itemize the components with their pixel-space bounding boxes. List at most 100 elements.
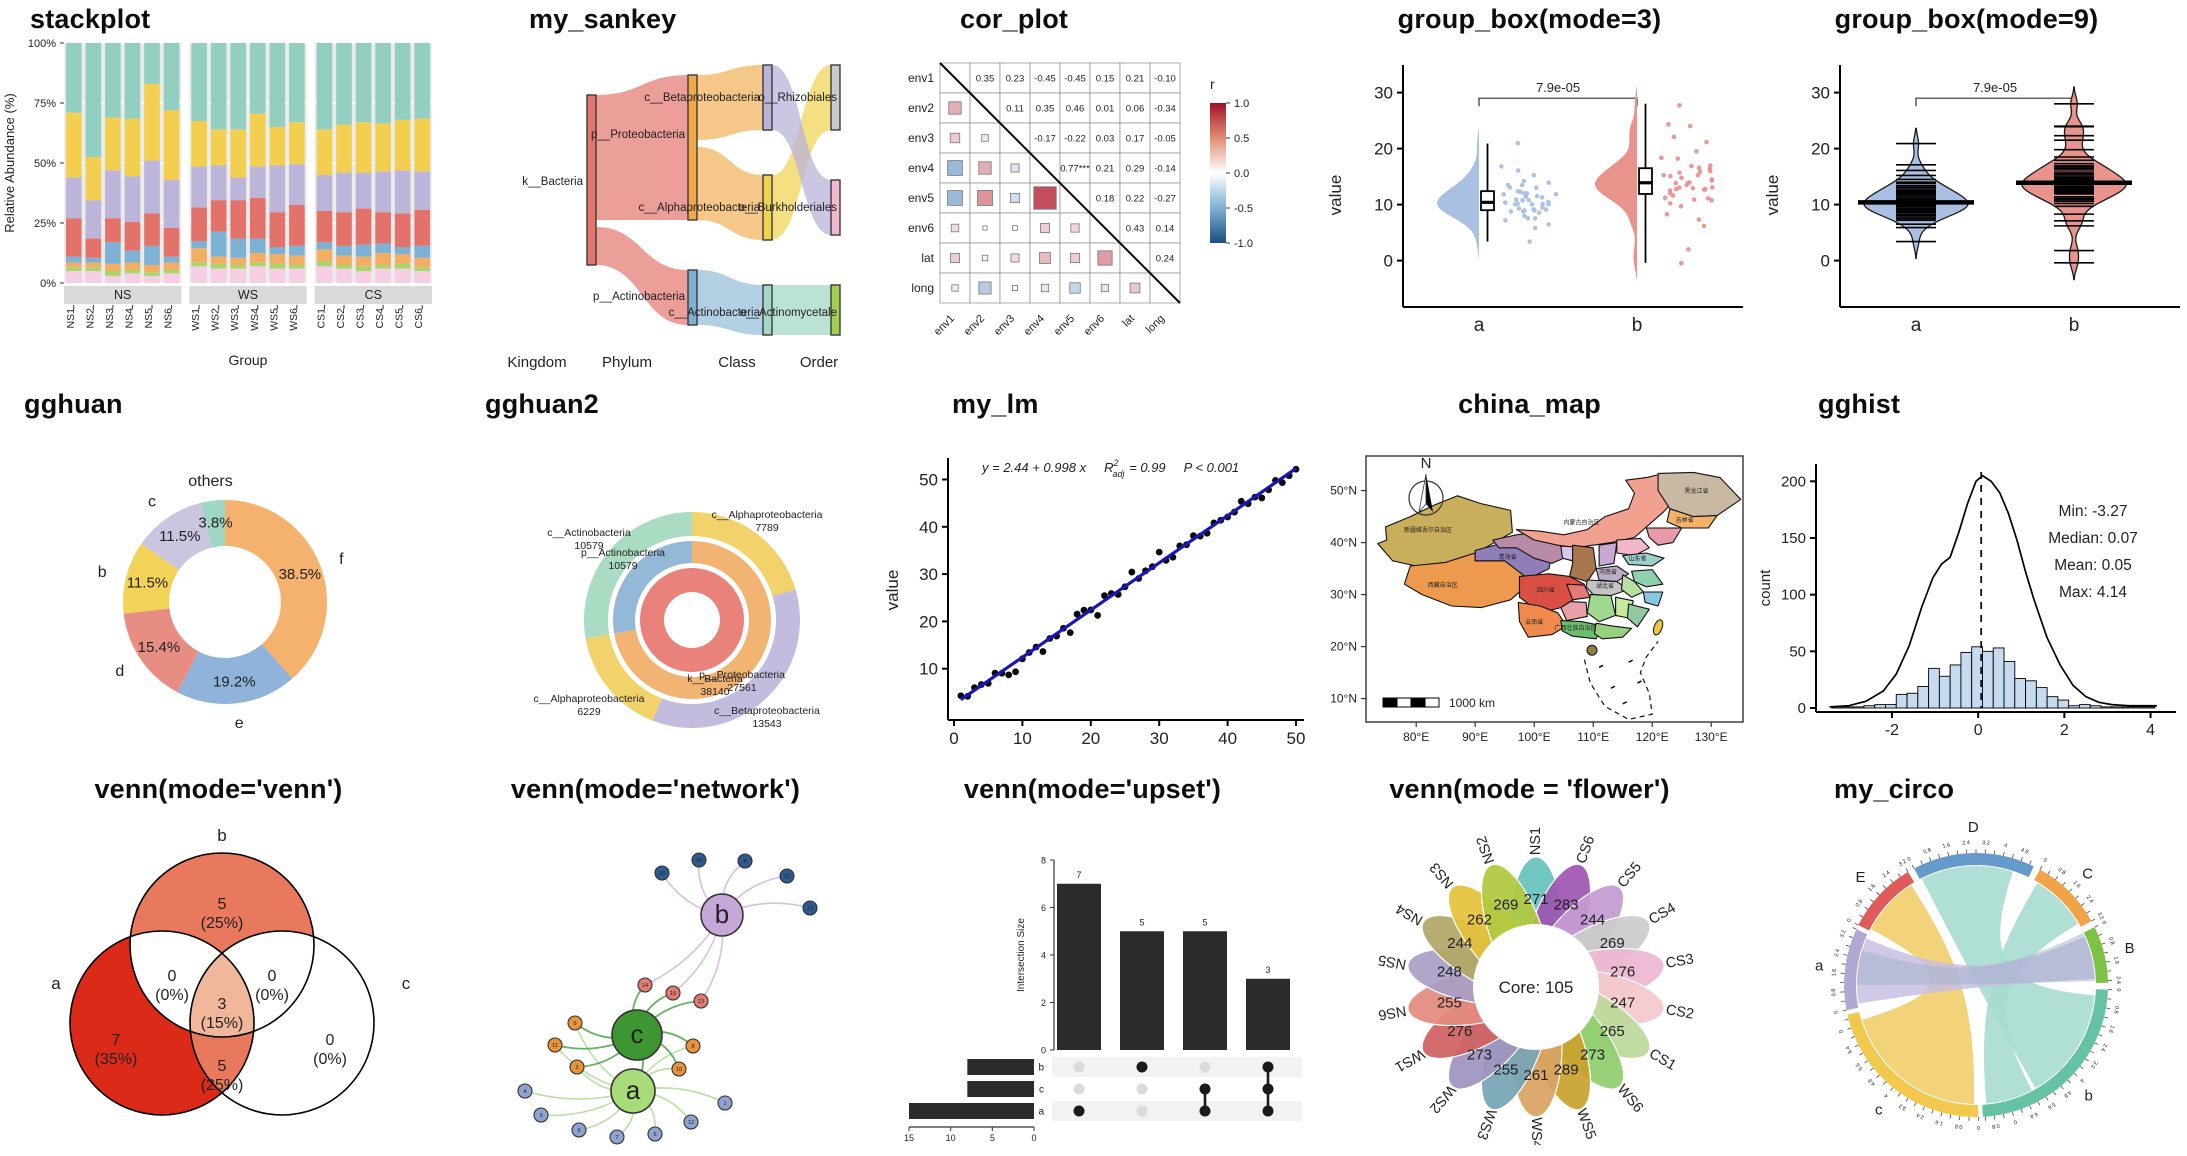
svg-text:k__Bacteria: k__Bacteria	[687, 673, 743, 685]
svg-text:6: 6	[1041, 903, 1046, 913]
svg-text:CS2: CS2	[335, 308, 347, 329]
svg-text:CS: CS	[365, 288, 382, 302]
svg-text:e: e	[235, 715, 244, 732]
svg-text:-0.05: -0.05	[1154, 134, 1176, 145]
svg-text:0: 0	[1846, 918, 1853, 923]
svg-text:2.4: 2.4	[1962, 840, 1970, 847]
venn-chart: b a c 5 (25%) 0 (0%) 0 (0%) 3 (15%) 7 (35%) 5 (25%) 0 (0…	[51, 826, 411, 1116]
svg-text:50°N: 50°N	[1330, 484, 1357, 498]
svg-text:b: b	[2069, 315, 2080, 336]
svg-text:(0%): (0%)	[313, 1051, 347, 1068]
svg-text:5: 5	[218, 896, 227, 913]
svg-text:3: 3	[218, 996, 227, 1013]
svg-text:WS5: WS5	[268, 308, 280, 331]
svg-text:NS4: NS4	[1393, 900, 1425, 928]
gghist-chart: 0 50 100 150 200 -2 0 2 4 count Min: -3.27 Median: …	[1757, 464, 2176, 739]
svg-text:CS4: CS4	[1646, 900, 1678, 928]
svg-text:0: 0	[2013, 1118, 2018, 1125]
svg-text:long: long	[911, 281, 934, 295]
svg-text:b: b	[1038, 1063, 1044, 1074]
svg-text:6229: 6229	[577, 706, 601, 718]
svg-text:1.6: 1.6	[2072, 880, 2082, 890]
panel-title-groupbox9: group_box(mode=9)	[1834, 4, 2099, 34]
svg-text:2.4: 2.4	[2085, 895, 2094, 905]
svg-text:吉林省: 吉林省	[1676, 516, 1694, 524]
svg-text:265: 265	[1600, 1023, 1625, 1040]
svg-text:NS2: NS2	[84, 308, 96, 329]
svg-text:WS6: WS6	[1614, 1082, 1646, 1116]
svg-text:NS: NS	[114, 288, 131, 302]
svg-text:0: 0	[949, 729, 958, 748]
svg-text:env5: env5	[908, 191, 934, 205]
svg-text:WS1: WS1	[190, 308, 202, 331]
svg-text:90°E: 90°E	[1462, 730, 1488, 744]
svg-text:Kingdom: Kingdom	[507, 354, 566, 371]
svg-text:0.21: 0.21	[1096, 164, 1115, 175]
panel-gghuan2: gghuan2 c__Alphaproteobacteria 7789 c__Bet…	[437, 385, 874, 770]
svg-text:CS1: CS1	[1646, 1046, 1678, 1074]
venn-network-chart: 16 10 9 12 13 14 15 13 9 11 2 8 10 4 3 6 7 5 12 1 b ca	[517, 852, 818, 1145]
svg-text:0.24: 0.24	[1156, 254, 1175, 265]
svg-text:lat: lat	[921, 251, 934, 265]
svg-text:c: c	[1875, 1102, 1883, 1119]
svg-text:0: 0	[2042, 857, 2048, 864]
svg-text:5: 5	[1139, 917, 1144, 927]
svg-text:0.23: 0.23	[1006, 74, 1025, 85]
svg-text:7.9e-05: 7.9e-05	[1973, 80, 2017, 95]
svg-text:Min: -3.27: Min: -3.27	[2059, 503, 2128, 520]
svg-text:10579: 10579	[574, 540, 603, 552]
svg-text:0.77***: 0.77***	[1060, 164, 1090, 175]
svg-text:7: 7	[112, 1032, 121, 1049]
svg-text:261: 261	[1523, 1067, 1548, 1084]
svg-text:271: 271	[1523, 891, 1548, 908]
svg-text:f: f	[339, 551, 344, 568]
svg-text:WS5: WS5	[1573, 1107, 1599, 1142]
svg-text:10: 10	[919, 660, 938, 679]
svg-text:0.46: 0.46	[1066, 104, 1085, 115]
svg-text:0.8: 0.8	[2057, 867, 2067, 876]
corplot-chart: 0.35 0.23 -0.45 -0.45 0.15 0.21 -0.10 0.11 0.35 0…	[908, 62, 1253, 338]
svg-text:38.5%: 38.5%	[279, 566, 322, 583]
svg-text:NS3: NS3	[1427, 859, 1457, 891]
venn-flower-chart: Core: 105 271 NS1 283 CS6 244 CS5 269 CS4 276 CS3 2…	[1377, 827, 1695, 1145]
svg-text:255: 255	[1493, 1062, 1518, 1079]
svg-text:273: 273	[1580, 1046, 1605, 1063]
svg-text:289: 289	[1554, 1062, 1579, 1079]
svg-text:o__Actinomycetale: o__Actinomycetale	[740, 307, 837, 319]
svg-text:CS1: CS1	[315, 308, 327, 329]
svg-text:env3: env3	[908, 131, 934, 145]
svg-text:CS5: CS5	[1615, 859, 1645, 891]
svg-text:WS2: WS2	[1426, 1082, 1458, 1116]
panel-title-gghuan2: gghuan2	[485, 389, 599, 419]
svg-text:count: count	[1757, 569, 1774, 607]
svg-text:Group: Group	[229, 352, 268, 368]
svg-text:2: 2	[575, 1065, 578, 1071]
svg-text:-0.5: -0.5	[1234, 203, 1253, 215]
svg-text:2.4: 2.4	[1882, 870, 1892, 879]
panel-title-venn: venn(mode='venn')	[94, 774, 343, 804]
panel-title-groupbox3: group_box(mode=3)	[1397, 4, 1662, 34]
svg-text:Order: Order	[800, 354, 838, 371]
panel-title-stackplot: stackplot	[30, 4, 151, 34]
groupbox9-chart: 0 10 20 30 value a b 7.9e-05	[1763, 65, 2180, 336]
svg-text:CS6: CS6	[1574, 834, 1599, 866]
svg-text:Phylum: Phylum	[602, 354, 652, 371]
svg-text:黑龙江省: 黑龙江省	[1684, 487, 1708, 495]
svg-text:10: 10	[1374, 196, 1393, 215]
svg-text:0.35: 0.35	[976, 74, 995, 85]
svg-text:269: 269	[1493, 896, 1518, 913]
svg-text:WS2: WS2	[210, 308, 222, 331]
svg-text:-0.45: -0.45	[1064, 74, 1086, 85]
svg-text:30: 30	[919, 565, 938, 584]
svg-text:4: 4	[1884, 1092, 1890, 1099]
svg-text:新疆维吾尔自治区: 新疆维吾尔自治区	[1404, 526, 1452, 534]
svg-text:15.4%: 15.4%	[138, 639, 181, 656]
svg-text:env4: env4	[1022, 313, 1047, 338]
svg-text:b: b	[98, 564, 107, 581]
svg-text:p__Actinobacteria: p__Actinobacteria	[581, 547, 665, 559]
svg-text:0: 0	[2100, 920, 2107, 925]
svg-text:CS6: CS6	[413, 308, 425, 329]
svg-text:6.4: 6.4	[1845, 1045, 1854, 1055]
svg-text:NS5: NS5	[1377, 951, 1408, 972]
